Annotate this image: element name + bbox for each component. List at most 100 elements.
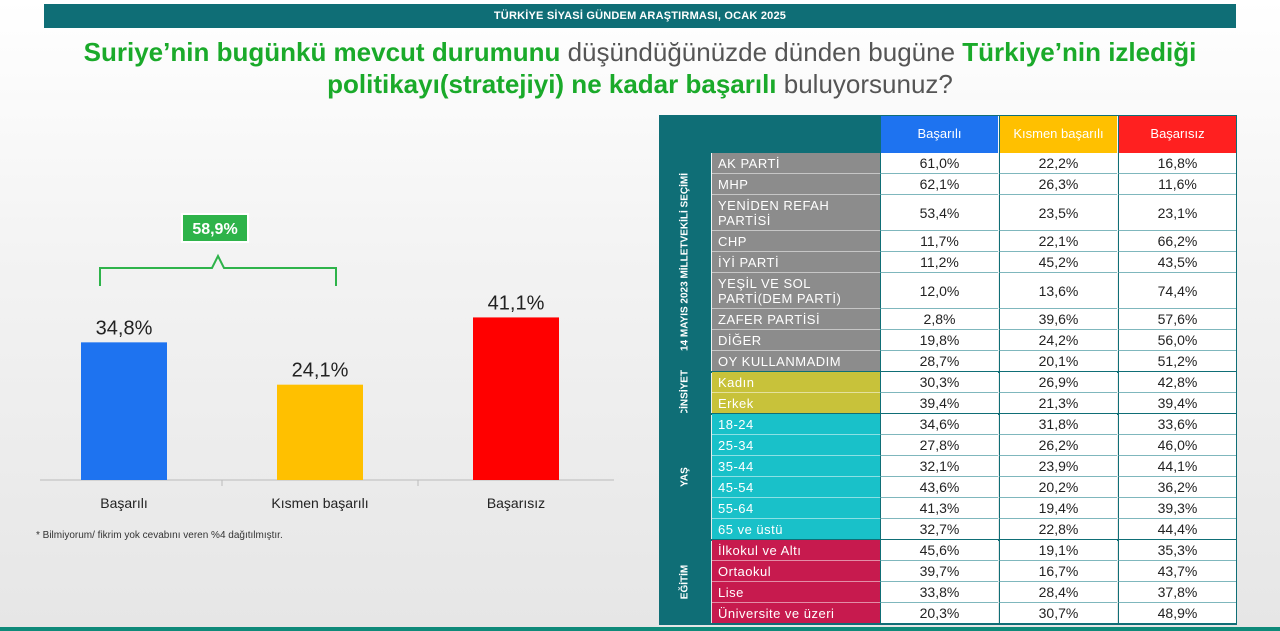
table-cell: 57,6% [1118,309,1236,330]
group-label-2: YAŞ [659,414,711,540]
group-label-text: EĞİTİM [679,564,691,599]
bar-value-label-1: 24,1% [292,360,349,382]
row-label: MHP [712,174,880,195]
table-cell: 26,3% [999,174,1117,195]
row-label: Lise [712,582,880,603]
table-cell: 41,3% [880,498,998,519]
table-cell: 23,5% [999,195,1117,231]
table-cell: 43,6% [880,477,998,498]
table-cell: 30,7% [999,603,1117,624]
combined-bracket [99,253,337,286]
table-cell: 39,3% [1118,498,1236,519]
row-label: 55-64 [712,498,880,519]
table-cell: 24,2% [999,330,1117,351]
category-label-1: Kısmen başarılı [271,495,368,511]
table-cell: 12,0% [880,273,998,309]
table-cell: 45,6% [880,540,998,561]
table-cell: 39,7% [880,561,998,582]
title-part-1: Suriye’nin bugünkü mevcut durumunu [83,37,561,67]
group-label-text: CİNSİYET [679,369,691,416]
table-cell: 21,3% [999,393,1117,414]
group-label-text: 14 MAYIS 2023 MİLLETVEKİLİ SEÇİMİ [679,172,691,352]
title-part-2: düşündüğünüzde dünden bugüne [560,37,963,67]
table-cell: 51,2% [1118,351,1236,372]
table-cell: 23,9% [999,456,1117,477]
row-label: OY KULLANMADIM [712,351,880,372]
table-cell: 48,9% [1118,603,1236,624]
table-cell: 23,1% [1118,195,1236,231]
table-cell: 11,7% [880,231,998,252]
table-cell: 33,8% [880,582,998,603]
row-label: İYİ PARTİ [712,252,880,273]
question-title: Suriye’nin bugünkü mevcut durumunu düşün… [40,36,1240,100]
table-cell: 56,0% [1118,330,1236,351]
table-cell: 74,4% [1118,273,1236,309]
bar-chart: 34,8% Başarılı 24,1% Kısmen başarılı 41,1% Ba… [40,213,614,511]
combined-badge-label: 58,9% [192,221,237,238]
table-cell: 44,4% [1118,519,1236,540]
bar-0 [81,342,167,480]
table-cell: 39,4% [880,393,998,414]
table-cell: 43,5% [1118,252,1236,273]
table-cell: 61,0% [880,153,998,174]
table-cell: 46,0% [1118,435,1236,456]
table-cell: 27,8% [880,435,998,456]
row-label: Kadın [712,372,880,393]
table-cell: 19,1% [999,540,1117,561]
row-label: Erkek [712,393,880,414]
column-header-2: Başarısız [1118,115,1236,153]
table-cell: 32,7% [880,519,998,540]
table-cell: 39,6% [999,309,1117,330]
group-label-0: 14 MAYIS 2023 MİLLETVEKİLİ SEÇİMİ [659,153,711,372]
table-cell: 53,4% [880,195,998,231]
table-cell: 11,2% [880,252,998,273]
table-cell: 31,8% [999,414,1117,435]
category-label-2: Başarısız [487,495,545,511]
row-label: DİĞER [712,330,880,351]
table-cell: 43,7% [1118,561,1236,582]
row-label: 35-44 [712,456,880,477]
bar-value-label-2: 41,1% [488,292,545,314]
table-cell: 44,1% [1118,456,1236,477]
table-cell: 26,9% [999,372,1117,393]
table-cell: 16,7% [999,561,1117,582]
group-separator [659,623,1237,625]
table-cell: 22,8% [999,519,1117,540]
row-label: YENİDEN REFAH PARTİSİ [712,195,880,231]
row-label: ZAFER PARTİSİ [712,309,880,330]
group-label-3: EĞİTİM [659,540,711,624]
table-cell: 37,8% [1118,582,1236,603]
bottom-stripe [0,627,1280,631]
survey-banner: TÜRKİYE SİYASİ GÜNDEM ARAŞTIRMASI, OCAK … [44,4,1236,28]
row-label: Üniversite ve üzeri [712,603,880,624]
title-part-3: Türkiye’nin izlediği politikayı(strateji… [327,37,1197,99]
row-label: YEŞİL VE SOL PARTİ(DEM PARTİ) [712,273,880,309]
table-cell: 2,8% [880,309,998,330]
table-cell: 36,2% [1118,477,1236,498]
row-label: 65 ve üstü [712,519,880,540]
table-cell: 35,3% [1118,540,1236,561]
row-label: İlkokul ve Altı [712,540,880,561]
table-cell: 19,4% [999,498,1117,519]
row-label: 18-24 [712,414,880,435]
table-cell: 13,6% [999,273,1117,309]
table-cell: 28,4% [999,582,1117,603]
table-cell: 42,8% [1118,372,1236,393]
row-label: 45-54 [712,477,880,498]
group-label-1: CİNSİYET [659,369,711,416]
column-header-0: Başarılı [880,115,998,153]
column-header-1: Kısmen başarılı [999,115,1117,153]
table-cell: 34,6% [880,414,998,435]
table-cell: 30,3% [880,372,998,393]
row-label: 25-34 [712,435,880,456]
chart-footnote: * Bilmiyorum/ fikrim yok cevabını veren … [36,530,283,541]
table-cell: 66,2% [1118,231,1236,252]
table-cell: 16,8% [1118,153,1236,174]
bar-1 [277,384,363,480]
group-label-text: YAŞ [679,466,691,487]
row-label: Ortaokul [712,561,880,582]
category-label-0: Başarılı [100,495,147,511]
combined-badge [181,213,249,243]
table-cell: 20,3% [880,603,998,624]
bar-value-label-0: 34,8% [96,317,153,339]
